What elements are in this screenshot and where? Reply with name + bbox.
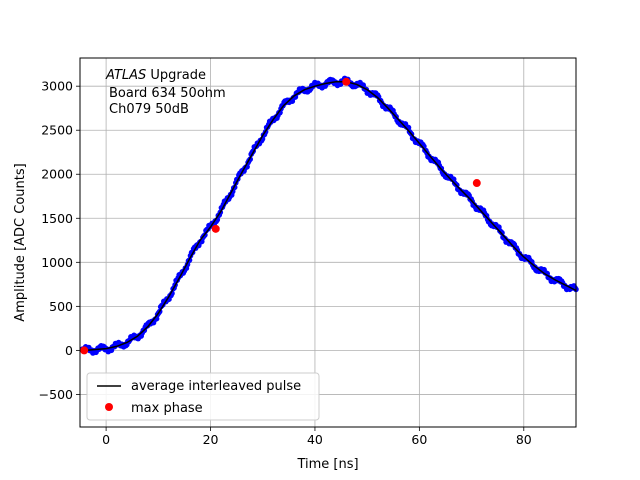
y-axis-ticks: −500 0 500 1000 1500 2000 2500 3000 [39, 79, 80, 402]
x-tick-label: 20 [203, 432, 219, 447]
x-axis-label: Time [ns] [296, 457, 358, 472]
x-tick-label: 60 [411, 432, 427, 447]
plot-frame [79, 57, 577, 428]
y-axis-label: Amplitude [ADC Counts] [13, 163, 28, 321]
x-tick-label: 80 [516, 432, 532, 447]
max-phase-point [342, 77, 351, 86]
annotation-upgrade: Upgrade [146, 68, 206, 83]
annotation-line-1: ATLAS Upgrade [105, 68, 206, 83]
y-tick-label: 2500 [41, 123, 73, 138]
legend-box [86, 372, 320, 421]
average-pulse-line [85, 81, 577, 352]
legend: average interleaved pulse max phase [86, 372, 320, 421]
y-tick-label: 0 [65, 343, 73, 358]
x-tick-label: 0 [102, 432, 110, 447]
max-phase-point [80, 346, 89, 355]
legend-red-marker [105, 403, 113, 411]
max-phase-point [211, 224, 220, 233]
y-tick-label: 2000 [41, 167, 73, 182]
max-phase-points [80, 77, 481, 355]
blue-sample-points [79, 75, 579, 356]
y-tick-label: 1500 [41, 211, 73, 226]
y-tick-label: 1000 [41, 255, 73, 270]
y-tick-label: 500 [49, 299, 73, 314]
max-phase-point [472, 179, 481, 188]
y-tick-label: 3000 [41, 79, 73, 94]
legend-label-max-phase: max phase [131, 401, 203, 416]
x-tick-label: 40 [307, 432, 323, 447]
annotation-line-3: Ch079 50dB [109, 102, 189, 117]
annotation-line-2: Board 634 50ohm [109, 86, 226, 101]
legend-label-average: average interleaved pulse [131, 379, 301, 394]
x-axis-ticks: 0 20 40 60 80 [102, 427, 532, 447]
y-tick-label: −500 [39, 387, 73, 402]
annotation-atlas: ATLAS [105, 68, 146, 83]
